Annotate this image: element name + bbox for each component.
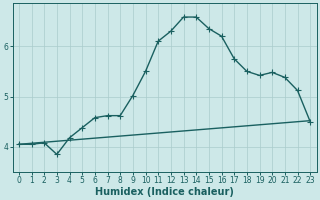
X-axis label: Humidex (Indice chaleur): Humidex (Indice chaleur)	[95, 187, 234, 197]
